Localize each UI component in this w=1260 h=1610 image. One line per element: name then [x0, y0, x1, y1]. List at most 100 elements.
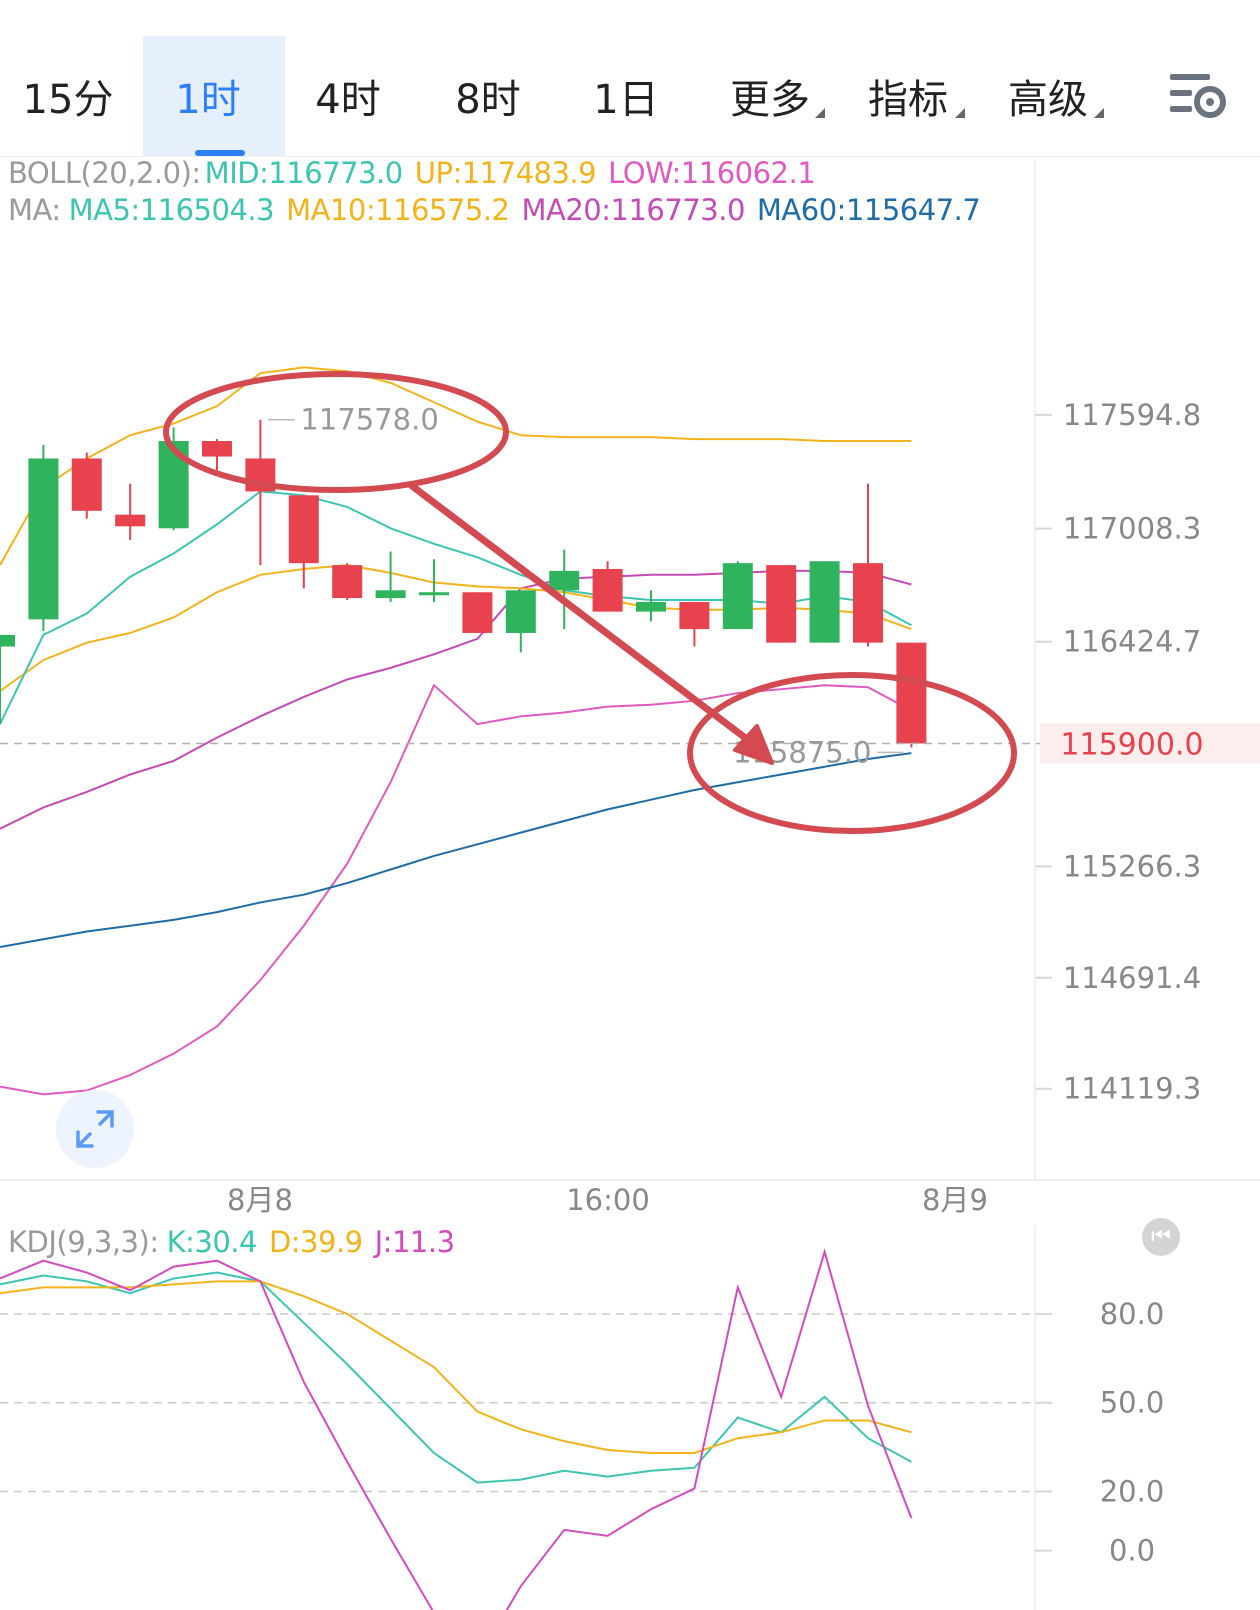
- price-axis-label: 117594.8: [1063, 398, 1201, 432]
- tab-1h[interactable]: 1时: [175, 77, 241, 123]
- scroll-to-latest-icon: ⏮: [1151, 1224, 1171, 1249]
- candle: [419, 559, 449, 602]
- candle-body: [896, 642, 927, 744]
- price-axis-label: 116424.7: [1063, 625, 1201, 659]
- ma-label: MA:: [8, 193, 61, 227]
- candle: [115, 483, 146, 540]
- candle: [853, 483, 883, 647]
- candle: [332, 563, 363, 600]
- candle: [202, 439, 232, 471]
- kdj-d-value: D:39.9: [268, 1225, 363, 1259]
- timeframe-tab-bar: 15分 1时 4时 8时 1日 更多 指标 高级: [0, 0, 1260, 156]
- candle: [0, 634, 15, 725]
- annotation-arrow-shaft: [408, 482, 756, 747]
- candle-body: [592, 568, 623, 612]
- candle: [288, 495, 319, 589]
- candle-body: [462, 592, 493, 633]
- tab-advanced[interactable]: 高级: [1008, 77, 1088, 123]
- candle: [71, 452, 102, 519]
- boll-mid-value: MID:116773.0: [204, 156, 404, 190]
- kdj-label: KDJ(9,3,3):: [8, 1225, 159, 1259]
- time-axis-label: 16:00: [566, 1183, 650, 1217]
- expand-icon: [76, 1110, 114, 1148]
- time-axis-label: 8月8: [227, 1183, 293, 1217]
- candle-body: [549, 570, 580, 591]
- candlestick-chart[interactable]: 117594.8 117008.3 116424.7 115266.3 114691.4…: [0, 160, 1260, 1220]
- ma20-line: [0, 569, 912, 830]
- boll-label: BOLL(20,2.0):: [8, 156, 201, 190]
- tab-15m[interactable]: 15分: [22, 77, 114, 123]
- ma5-value: MA5:116504.3: [68, 193, 275, 227]
- candle-body: [375, 590, 406, 599]
- tab-more[interactable]: 更多: [730, 77, 810, 123]
- candle-body: [853, 563, 883, 643]
- ma60-line: [0, 752, 912, 949]
- candle-body: [332, 565, 363, 599]
- current-price-label: 115900.0: [1060, 727, 1203, 762]
- boll-upper-line: [0, 366, 912, 566]
- candle-body: [202, 441, 232, 457]
- price-axis-label: 117008.3: [1063, 512, 1201, 546]
- kdj-legend: KDJ(9,3,3): K:30.4 D:39.9 J:11.3: [8, 1225, 467, 1259]
- advanced-dropdown-icon: [1094, 108, 1104, 118]
- kdj-d-line: [0, 1280, 912, 1454]
- tab-indicators[interactable]: 指标: [868, 77, 948, 123]
- candle-body: [288, 495, 319, 564]
- annotation-arrow-head: [733, 724, 774, 765]
- candle: [592, 561, 623, 612]
- kdj-k-line: [0, 1271, 912, 1484]
- tab-8h[interactable]: 8时: [455, 77, 521, 123]
- candle-body: [0, 634, 15, 647]
- ma5-line: [0, 490, 912, 725]
- candle: [679, 601, 710, 647]
- annotation-ellipse-high: [163, 371, 509, 493]
- ma10-line: [0, 564, 912, 692]
- candle: [896, 642, 927, 748]
- candle: [28, 444, 59, 632]
- candle-body: [71, 458, 102, 511]
- candle-body: [679, 601, 710, 630]
- kdj-j-value: J:11.3: [374, 1225, 455, 1259]
- candle-body: [809, 561, 840, 643]
- candle: [809, 561, 840, 643]
- candle-body: [28, 458, 59, 620]
- candle-body: [766, 565, 797, 643]
- ma-legend: MA: MA5:116504.3 MA10:116575.2 MA20:116773.…: [8, 193, 992, 227]
- current-price-badge: [1040, 723, 1260, 764]
- tab-4h[interactable]: 4时: [315, 77, 381, 123]
- candle: [766, 565, 797, 643]
- boll-up-value: UP:117483.9: [414, 156, 597, 190]
- more-dropdown-icon: [815, 108, 825, 118]
- candle-body: [115, 514, 146, 527]
- candle-body: [505, 590, 536, 633]
- candle: [375, 551, 406, 602]
- kdj-chart[interactable]: 80.0 50.0 20.0 0.0: [0, 1225, 1260, 1610]
- chart-settings-icon[interactable]: [1170, 72, 1228, 124]
- expand-button[interactable]: [56, 1090, 134, 1168]
- boll-legend: BOLL(20,2.0): MID:116773.0 UP:117483.9 LOW:…: [8, 156, 827, 190]
- time-axis-label: 8月9: [922, 1183, 988, 1217]
- candle-body: [636, 601, 666, 612]
- indicators-dropdown-icon: [955, 108, 965, 118]
- candle: [462, 592, 493, 633]
- price-axis-label: 115266.3: [1063, 849, 1201, 883]
- candle-body: [419, 592, 449, 596]
- max-price-label: 117578.0: [300, 403, 438, 437]
- active-tab-highlight: [143, 36, 285, 156]
- kdj-axis-label: 0.0: [1109, 1534, 1155, 1568]
- price-axis-label: 114691.4: [1063, 961, 1201, 995]
- tab-1d[interactable]: 1日: [593, 77, 659, 123]
- scroll-to-latest-button[interactable]: ⏮: [1142, 1218, 1180, 1256]
- candle: [158, 427, 189, 531]
- annotation-ellipse-low: [687, 672, 1017, 834]
- kdj-j-line: [0, 1248, 913, 1610]
- kdj-axis-label: 80.0: [1100, 1297, 1165, 1331]
- ma60-value: MA60:115647.7: [756, 193, 981, 227]
- candle: [505, 590, 536, 653]
- price-axis-label: 114119.3: [1063, 1072, 1201, 1106]
- candle: [722, 561, 753, 630]
- kdj-k-value: K:30.4: [166, 1225, 258, 1259]
- ma20-value: MA20:116773.0: [521, 193, 746, 227]
- ma10-value: MA10:116575.2: [286, 193, 510, 227]
- header-divider: [0, 156, 1260, 157]
